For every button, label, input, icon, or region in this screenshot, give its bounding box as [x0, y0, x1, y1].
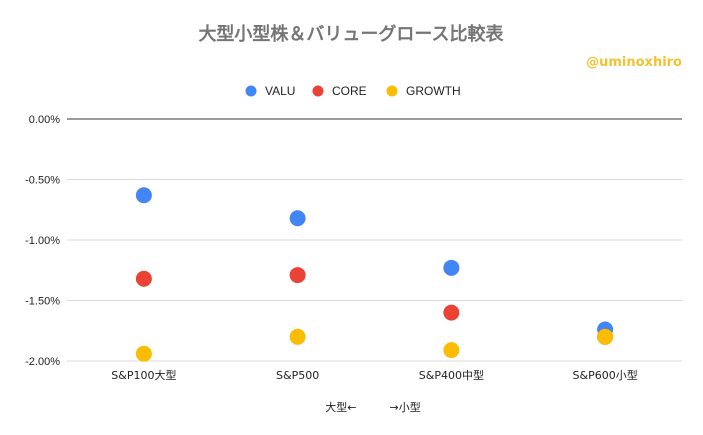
watermark: @uminoxhiro [586, 55, 682, 70]
legend-label-growth: GROWTH [406, 84, 461, 98]
y-tick-label: -1.00% [25, 235, 60, 247]
x-tick-label: S&P400中型 [419, 368, 484, 382]
legend-marker-core [312, 85, 324, 97]
data-point-growth [135, 345, 152, 362]
chart-title: 大型小型株＆バリューグロース比較表 [198, 23, 504, 45]
data-point-core [135, 270, 152, 287]
data-point-valu [289, 210, 306, 227]
legend-marker-valu [245, 85, 257, 97]
data-point-core [443, 304, 460, 321]
x-tick-label: S&P100大型 [111, 368, 176, 382]
legend-label-core: CORE [332, 84, 367, 98]
y-axis: 0.00% -0.50% -1.00% -1.50% -2.00% [25, 114, 60, 368]
x-tick-label: S&P600小型 [573, 368, 638, 382]
x-axis-label: 大型← →小型 [325, 400, 420, 414]
y-tick-label: 0.00% [29, 114, 60, 126]
x-tick-label: S&P500 [276, 369, 319, 382]
data-point-core [289, 267, 306, 284]
legend-label-valu: VALU [265, 84, 295, 98]
gridlines [67, 118, 682, 362]
data-point-growth [443, 342, 460, 359]
data-point-valu [443, 259, 460, 276]
data-point-valu [135, 187, 152, 204]
y-tick-label: -0.50% [25, 175, 60, 187]
x-axis: S&P100大型 S&P500 S&P400中型 S&P600小型 [111, 368, 637, 382]
legend: VALU CORE GROWTH [245, 84, 461, 98]
y-tick-label: -1.50% [25, 296, 60, 308]
legend-marker-growth [386, 85, 398, 97]
data-point-growth [289, 328, 306, 345]
data-point-growth [597, 328, 614, 345]
y-tick-label: -2.00% [25, 356, 60, 368]
data-points [135, 187, 614, 362]
